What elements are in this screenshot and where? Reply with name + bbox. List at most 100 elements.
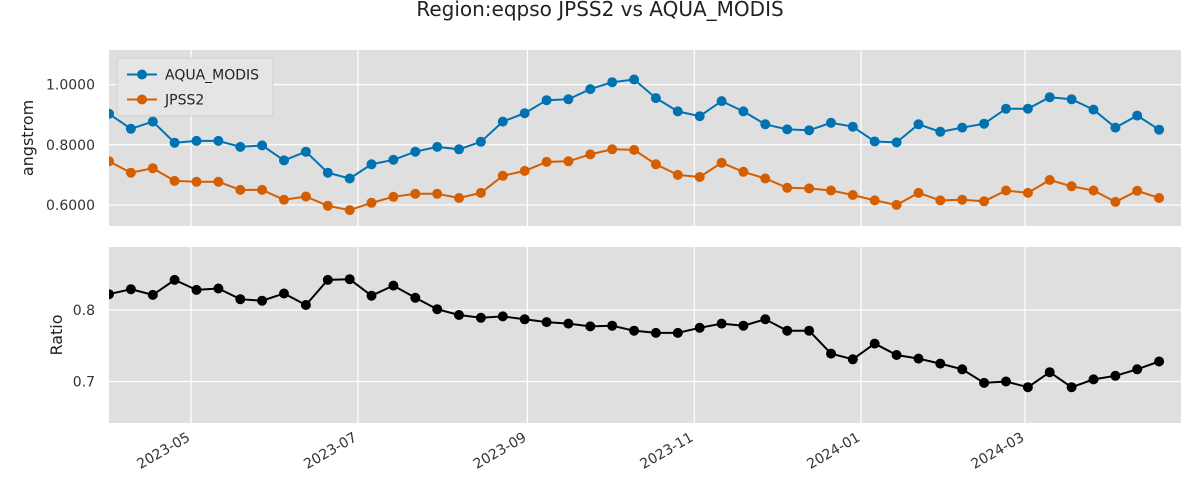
data-point [109,156,114,167]
data-point [454,193,464,203]
data-point [607,320,618,331]
data-point [760,173,771,184]
data-point [585,149,596,160]
data-point [1066,94,1077,105]
data-point [672,106,683,117]
data-point [738,320,749,331]
data-point [979,196,990,207]
panel-ratio: 0.7 0.8 Ratio [47,247,1181,423]
data-point [804,183,815,194]
data-point [826,117,836,128]
data-point [1154,356,1165,367]
data-point [279,155,289,166]
data-point [782,325,793,336]
legend-box [116,57,274,117]
data-point [366,197,377,208]
data-point [213,283,224,294]
x-tick-label: 2023-07 [301,430,360,473]
data-point [1132,185,1143,196]
data-point [672,169,683,180]
chart-title: Region:eqpso JPSS2 vs AQUA_MODIS [416,0,783,21]
data-point [563,94,574,105]
data-point [235,141,246,152]
data-point [475,136,486,147]
data-point [191,284,202,295]
data-point [847,121,858,132]
data-point [1022,103,1033,114]
data-point [388,154,399,165]
data-point [694,172,705,182]
legend-swatch-marker [137,94,147,105]
data-point [300,146,311,157]
y-axis-label: angstrom [18,100,37,176]
data-point [563,156,574,167]
data-point [388,191,399,202]
data-point [432,304,443,315]
data-point [826,348,836,359]
data-point [322,200,333,211]
data-point [891,137,902,148]
legend-label: JPSS2 [164,93,204,109]
data-point [869,338,880,349]
data-point [169,274,180,285]
data-point [935,126,946,137]
legend-item: AQUA_MODIS [127,68,259,84]
data-point [650,327,661,338]
data-point [957,364,968,375]
data-point [519,108,530,119]
data-point [1044,175,1055,185]
data-point [125,167,136,178]
data-point [279,194,289,205]
data-point [497,170,508,181]
data-point [1132,110,1143,121]
data-point [935,358,946,369]
data-point [388,280,399,291]
data-point [1110,122,1121,133]
data-point [629,144,640,155]
data-point [366,159,377,170]
data-point [694,111,705,122]
data-point [344,205,355,216]
data-point [454,310,464,320]
data-point [672,327,683,338]
data-point [716,318,727,329]
data-point [519,165,530,176]
data-point [300,191,311,202]
data-point [629,325,640,336]
data-point [497,116,508,127]
data-point [585,321,596,332]
y-tick-label: 0.8 [73,303,95,319]
data-point [738,166,749,177]
data-point [1044,92,1055,103]
data-point [541,95,552,106]
data-point [650,93,661,104]
data-point [257,140,268,151]
data-point [804,325,815,336]
data-point [847,190,858,200]
data-point [147,163,158,174]
data-point [1110,196,1121,207]
x-axis: 2023-05 2023-07 2023-09 2023-11 2024-01 2024-… [134,430,1027,473]
data-point [782,124,793,135]
x-tick-label: 2023-11 [638,430,697,473]
data-point [432,141,443,152]
y-tick-label: 0.6000 [46,198,95,214]
data-point [1022,382,1033,393]
y-tick-label: 1.0000 [46,78,95,94]
x-tick-label: 2023-05 [134,430,193,473]
data-point [410,292,421,303]
y-tick-label: 0.8000 [46,138,95,154]
data-point [738,106,749,117]
series-ratio [109,274,1165,393]
data-point [213,135,224,146]
data-point [497,311,508,322]
data-point [235,294,246,305]
data-point [322,274,333,285]
data-point [913,119,924,130]
data-point [1154,193,1165,203]
data-point [716,96,727,107]
data-point [432,188,443,199]
data-point [322,167,333,178]
data-point [760,119,771,130]
